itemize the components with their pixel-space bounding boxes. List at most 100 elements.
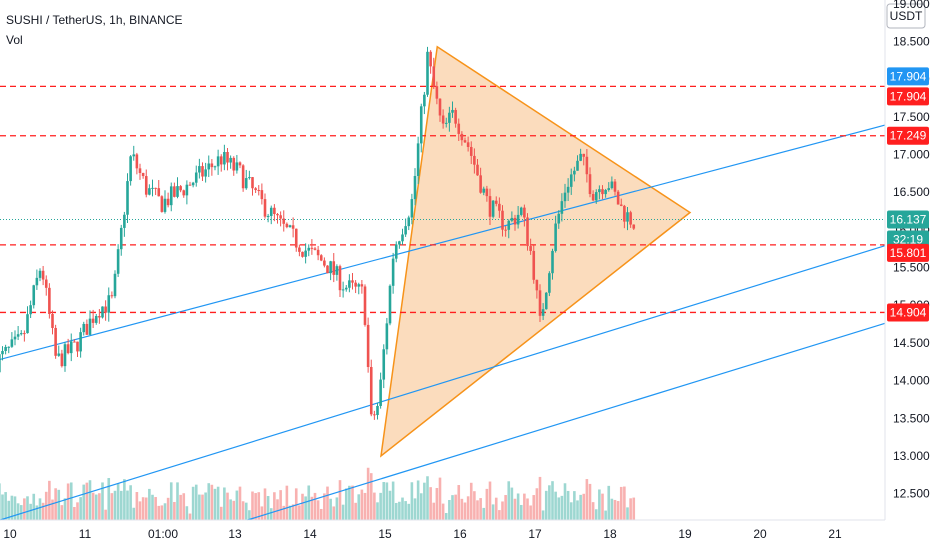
- x-tick-label: 21: [828, 527, 842, 541]
- triangle-pattern[interactable]: [380, 45, 692, 458]
- candle-body: [444, 122, 448, 124]
- price-badge-label: 15.801: [890, 246, 927, 260]
- trend-lines[interactable]: [0, 124, 886, 521]
- candle-body: [451, 109, 454, 113]
- candle-body: [304, 250, 307, 257]
- candle-body: [294, 228, 298, 248]
- candle-body: [119, 227, 123, 250]
- volume-bar: [329, 498, 332, 520]
- volume-bar: [338, 480, 342, 520]
- price-badge-label: 32:19: [893, 233, 923, 247]
- volume-bar: [73, 506, 76, 520]
- volume-bar: [201, 494, 204, 520]
- y-tick-label: 17.000: [893, 147, 930, 161]
- volume-bar: [291, 504, 295, 520]
- candle-body: [182, 190, 186, 196]
- volume-bar: [479, 498, 482, 520]
- y-tick-label: 18.500: [893, 34, 930, 48]
- candle-body: [341, 289, 345, 291]
- candle-body: [363, 286, 367, 325]
- volume-bar: [598, 489, 601, 520]
- currency-label: USDT: [890, 9, 923, 23]
- volume-bar: [210, 484, 214, 520]
- volume-bar: [410, 482, 414, 520]
- volume-bar: [66, 483, 70, 520]
- volume-bar: [485, 488, 489, 520]
- volume-bar: [579, 494, 582, 520]
- candle-body: [544, 292, 548, 310]
- volume-bar: [26, 496, 29, 520]
- volume-bar: [563, 483, 567, 520]
- candle-body: [179, 186, 182, 191]
- volume-bar: [216, 486, 220, 520]
- volume-bar: [29, 503, 32, 520]
- volume-indicator-label[interactable]: Vol: [6, 33, 23, 47]
- volume-bar: [348, 485, 351, 520]
- triangle-drawing[interactable]: [380, 45, 692, 458]
- candle-body: [338, 266, 342, 291]
- volume-bar: [279, 490, 282, 520]
- candle-body: [610, 181, 614, 189]
- candle-body: [419, 106, 423, 144]
- volume-bar: [582, 493, 586, 520]
- symbol-title[interactable]: SUSHI / TetherUS, 1h, BINANCE: [6, 13, 183, 27]
- y-tick-label: 13.000: [893, 449, 930, 463]
- candle-body: [319, 255, 323, 261]
- volume-bar: [529, 505, 532, 520]
- volume-bar: [332, 506, 336, 520]
- volume-bar: [416, 480, 420, 520]
- candle-body: [248, 177, 251, 179]
- trend-line-3[interactable]: [247, 322, 886, 521]
- candle-body: [313, 248, 317, 250]
- candle-body: [63, 344, 67, 367]
- volume-bar: [619, 486, 623, 520]
- candle-body: [16, 334, 20, 337]
- candle-body: [569, 174, 573, 187]
- candle-body: [104, 306, 107, 313]
- candle-body: [351, 280, 354, 283]
- candle-body: [407, 217, 411, 227]
- candle-body: [13, 336, 17, 340]
- candle-body: [326, 265, 329, 274]
- volume-bar: [241, 501, 245, 520]
- volume-bar: [94, 494, 98, 520]
- horizontal-levels[interactable]: [0, 85, 885, 314]
- volume-bar: [157, 505, 161, 520]
- candle-body: [194, 172, 198, 183]
- candle-body: [166, 198, 170, 206]
- candle-body: [44, 279, 48, 288]
- candle-body: [532, 250, 536, 280]
- candle-body: [188, 184, 192, 186]
- chart-legend: SUSHI / TetherUS, 1h, BINANCE Vol: [6, 10, 183, 50]
- volume-bar: [523, 493, 526, 520]
- volume-bar: [301, 493, 304, 520]
- volume-bar: [19, 505, 23, 520]
- candle-body: [563, 192, 567, 202]
- volume-bar: [388, 490, 392, 520]
- volume-bar: [473, 491, 476, 520]
- volume-bar: [160, 505, 164, 520]
- volume-bar: [351, 485, 354, 520]
- candle-body: [229, 157, 232, 163]
- volume-bar: [354, 502, 357, 520]
- candle-body: [126, 181, 129, 215]
- volume-bar: [369, 473, 373, 520]
- candle-body: [307, 247, 311, 251]
- volume-bar: [91, 492, 95, 520]
- currency-box[interactable]: [886, 3, 926, 29]
- trend-line-2[interactable]: [0, 245, 886, 521]
- candle-body: [10, 339, 14, 347]
- trend-line-1[interactable]: [0, 124, 886, 361]
- candle-body: [526, 217, 529, 247]
- candle-body: [132, 154, 136, 157]
- price-badge-label: 14.904: [890, 305, 927, 319]
- x-tick-label: 01:00: [148, 527, 178, 541]
- candle-body: [488, 196, 492, 217]
- volume-bar: [113, 490, 117, 520]
- volume-bar: [526, 498, 529, 520]
- candle-body: [176, 186, 179, 197]
- candle-body: [138, 168, 142, 173]
